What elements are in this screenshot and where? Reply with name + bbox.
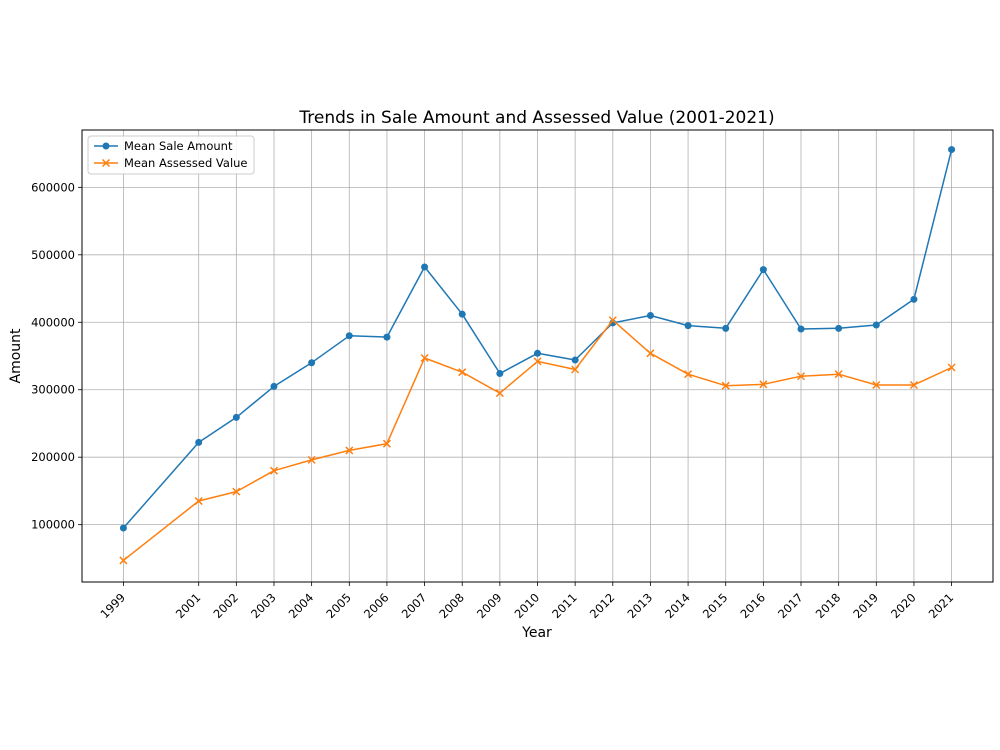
series-line xyxy=(122,149,953,529)
data-point xyxy=(835,324,843,332)
data-point xyxy=(721,381,730,390)
data-point xyxy=(195,438,203,446)
data-point xyxy=(495,389,504,398)
x-tick-label: 2019 xyxy=(850,590,881,621)
data-point xyxy=(308,359,316,367)
legend-label-sale: Mean Sale Amount xyxy=(124,139,233,153)
data-point xyxy=(947,363,956,372)
data-point xyxy=(646,349,655,358)
x-axis-label: Year xyxy=(521,625,552,641)
y-axis: 100000 200000 300000 400000 500000 600000 xyxy=(31,180,82,532)
data-point xyxy=(345,332,353,340)
data-point xyxy=(684,370,693,379)
x-tick-label: 2016 xyxy=(737,590,768,621)
series-layer xyxy=(119,146,956,565)
data-point xyxy=(834,370,843,379)
x-tick-label: 2003 xyxy=(248,590,279,621)
data-point xyxy=(307,455,316,464)
x-tick-label: 2006 xyxy=(361,590,392,621)
legend-item-sale: Mean Sale Amount xyxy=(94,139,233,153)
legend-item-assessed: Mean Assessed Value xyxy=(94,156,248,170)
legend-label-assessed: Mean Assessed Value xyxy=(124,156,248,170)
y-tick-label: 400000 xyxy=(31,315,75,329)
legend-marker-assessed xyxy=(101,158,111,168)
x-tick-label: 2015 xyxy=(700,590,731,621)
data-point xyxy=(533,357,542,366)
series-line xyxy=(122,319,952,561)
legend-box xyxy=(87,135,255,175)
x-tick-label: 2020 xyxy=(888,590,919,621)
x-tick-label: 2001 xyxy=(173,590,204,621)
x-tick-label: 2017 xyxy=(775,590,806,621)
data-point xyxy=(345,446,354,455)
x-tick-label: 2021 xyxy=(926,590,957,621)
data-point xyxy=(571,356,579,364)
data-point xyxy=(534,349,541,357)
data-point xyxy=(194,497,203,506)
y-tick-label: 600000 xyxy=(31,180,75,194)
data-point xyxy=(270,382,278,390)
y-tick-label: 300000 xyxy=(31,383,75,397)
x-tick-label: 2008 xyxy=(436,590,467,621)
data-point xyxy=(796,372,806,381)
data-point xyxy=(571,365,580,374)
data-point xyxy=(119,524,127,532)
y-axis-label: Amount xyxy=(8,328,24,384)
data-point xyxy=(382,439,391,448)
data-point xyxy=(269,466,279,475)
data-point xyxy=(383,333,391,341)
data-point xyxy=(872,380,881,390)
data-point xyxy=(496,370,504,378)
x-tick-label: 2005 xyxy=(323,590,354,621)
data-point xyxy=(420,353,429,363)
x-tick-label: 1999 xyxy=(98,590,129,621)
x-tick-label: 2014 xyxy=(662,590,693,621)
y-tick-label: 100000 xyxy=(31,518,75,532)
x-tick-label: 2009 xyxy=(474,590,505,621)
data-point xyxy=(759,380,768,389)
data-point xyxy=(910,295,918,303)
x-tick-label: 2011 xyxy=(549,590,580,621)
x-tick-label: 2013 xyxy=(625,590,656,621)
series-0 xyxy=(119,146,956,532)
data-point xyxy=(119,556,128,565)
data-point xyxy=(909,380,918,390)
data-point xyxy=(646,312,654,320)
x-tick-label: 2002 xyxy=(210,590,241,621)
data-point xyxy=(421,263,429,271)
grid xyxy=(82,130,993,582)
x-tick-label: 2007 xyxy=(399,590,430,621)
legend-marker-sale xyxy=(102,142,110,150)
x-tick-label: 2004 xyxy=(286,590,317,621)
data-point xyxy=(948,146,956,154)
data-point xyxy=(232,413,240,421)
legend: Mean Sale Amount Mean Assessed Value xyxy=(87,135,255,175)
data-point xyxy=(684,322,692,330)
chart-title: Trends in Sale Amount and Assessed Value… xyxy=(298,108,774,128)
y-tick-label: 500000 xyxy=(31,248,75,262)
y-tick-label: 200000 xyxy=(31,450,75,464)
x-tick-label: 2012 xyxy=(587,590,618,621)
data-point xyxy=(458,310,466,318)
data-point xyxy=(458,368,467,377)
data-point xyxy=(797,325,805,333)
data-point xyxy=(759,266,767,274)
x-tick-label: 2018 xyxy=(813,590,844,621)
series-1 xyxy=(119,316,956,565)
data-point xyxy=(232,487,241,496)
x-axis: 1999 2001 2002 2003 2004 2005 2006 2007 2008 2009… xyxy=(98,582,957,621)
data-point xyxy=(872,321,880,329)
x-tick-label: 2010 xyxy=(512,590,543,621)
data-point xyxy=(722,324,730,332)
data-point xyxy=(608,316,617,325)
